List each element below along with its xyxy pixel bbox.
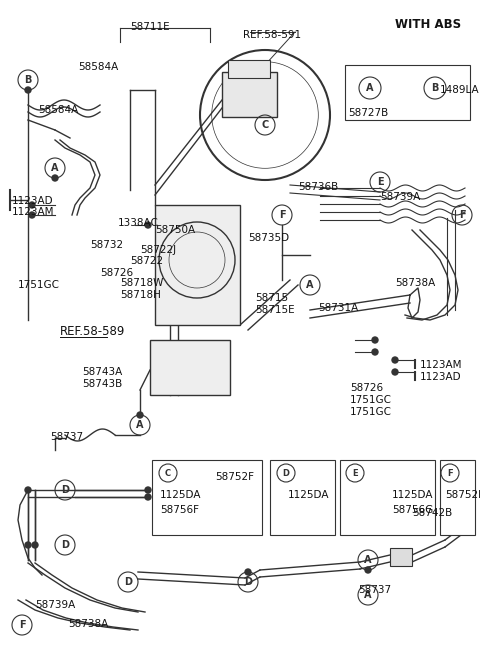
Circle shape	[25, 487, 31, 493]
FancyBboxPatch shape	[150, 340, 230, 395]
Text: 1338AC: 1338AC	[118, 218, 159, 228]
Text: 58752F: 58752F	[215, 472, 254, 482]
Text: F: F	[279, 210, 285, 220]
Text: B: B	[432, 83, 439, 93]
Text: 58727B: 58727B	[348, 108, 388, 118]
Text: A: A	[364, 555, 372, 565]
Text: D: D	[283, 468, 289, 477]
FancyBboxPatch shape	[390, 548, 412, 566]
Text: 58743B: 58743B	[82, 379, 122, 389]
Text: D: D	[124, 577, 132, 587]
Circle shape	[145, 494, 151, 500]
Text: F: F	[459, 210, 465, 220]
Text: 58737: 58737	[358, 585, 391, 595]
Text: 58726: 58726	[100, 268, 133, 278]
Text: 58739A: 58739A	[380, 192, 420, 202]
Circle shape	[52, 175, 58, 181]
Circle shape	[392, 357, 398, 363]
Text: F: F	[447, 468, 453, 477]
Text: 58756G: 58756G	[392, 505, 433, 515]
Text: 58726: 58726	[350, 383, 383, 393]
Text: 1125DA: 1125DA	[392, 490, 433, 500]
Text: REF.58-589: REF.58-589	[60, 325, 125, 338]
Text: 1123AD: 1123AD	[420, 372, 462, 382]
Text: 1125DA: 1125DA	[160, 490, 202, 500]
Circle shape	[145, 222, 151, 228]
FancyBboxPatch shape	[152, 460, 262, 535]
Text: 58732: 58732	[90, 240, 123, 250]
Text: 58743A: 58743A	[82, 367, 122, 377]
Text: WITH ABS: WITH ABS	[395, 18, 461, 31]
Text: 58731A: 58731A	[318, 303, 358, 313]
Text: 58752F: 58752F	[445, 490, 480, 500]
Circle shape	[29, 212, 35, 218]
Text: 58736B: 58736B	[298, 182, 338, 192]
Text: A: A	[306, 280, 314, 290]
Text: 58715: 58715	[255, 293, 288, 303]
Text: C: C	[165, 468, 171, 477]
FancyBboxPatch shape	[345, 65, 470, 120]
Text: 58722J: 58722J	[140, 245, 176, 255]
Text: A: A	[51, 163, 59, 173]
Text: A: A	[364, 590, 372, 600]
Text: 58584A: 58584A	[78, 62, 118, 72]
Circle shape	[372, 337, 378, 343]
Text: D: D	[61, 540, 69, 550]
Text: E: E	[377, 177, 384, 187]
Text: 1751GC: 1751GC	[18, 280, 60, 290]
Text: 1123AD: 1123AD	[12, 196, 54, 206]
Text: 58742B: 58742B	[412, 508, 452, 518]
Text: C: C	[262, 120, 269, 130]
Text: D: D	[61, 485, 69, 495]
FancyBboxPatch shape	[228, 60, 270, 78]
Circle shape	[25, 542, 31, 548]
Text: F: F	[19, 620, 25, 630]
Circle shape	[392, 369, 398, 375]
FancyBboxPatch shape	[270, 460, 335, 535]
Text: 58750A: 58750A	[155, 225, 195, 235]
Text: E: E	[352, 468, 358, 477]
Text: 58737: 58737	[50, 432, 83, 442]
Circle shape	[25, 87, 31, 93]
Circle shape	[365, 567, 371, 573]
Text: 58722: 58722	[130, 256, 163, 266]
FancyBboxPatch shape	[222, 72, 277, 117]
Circle shape	[145, 487, 151, 493]
Circle shape	[372, 349, 378, 355]
Circle shape	[137, 412, 143, 418]
Text: 58718H: 58718H	[120, 290, 161, 300]
FancyBboxPatch shape	[155, 205, 240, 325]
Text: A: A	[366, 83, 374, 93]
Text: REF.58-591: REF.58-591	[243, 30, 301, 40]
Circle shape	[29, 202, 35, 208]
Text: 58738A: 58738A	[68, 619, 108, 629]
Text: D: D	[244, 577, 252, 587]
Text: 1125DA: 1125DA	[288, 490, 329, 500]
Text: 58756F: 58756F	[160, 505, 199, 515]
Text: B: B	[24, 75, 32, 85]
Text: 58715E: 58715E	[255, 305, 295, 315]
Text: 1751GC: 1751GC	[350, 395, 392, 405]
Text: 58739A: 58739A	[35, 600, 75, 610]
Text: 58738A: 58738A	[395, 278, 435, 288]
Text: 58735D: 58735D	[248, 233, 289, 243]
FancyBboxPatch shape	[340, 460, 435, 535]
Text: 1123AM: 1123AM	[12, 207, 55, 217]
Text: A: A	[136, 420, 144, 430]
Text: 58584A: 58584A	[38, 105, 78, 115]
Text: 58718W: 58718W	[120, 278, 163, 288]
Text: 1751GC: 1751GC	[350, 407, 392, 417]
Text: 58711E: 58711E	[130, 22, 169, 32]
Circle shape	[32, 542, 38, 548]
FancyBboxPatch shape	[440, 460, 475, 535]
Circle shape	[245, 569, 251, 575]
Text: 1489LA: 1489LA	[440, 85, 480, 95]
Text: 1123AM: 1123AM	[420, 360, 463, 370]
